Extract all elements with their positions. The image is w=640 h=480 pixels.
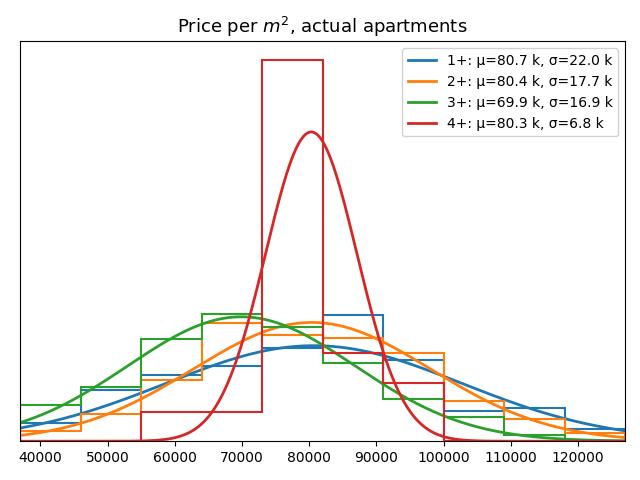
2+: μ=80.4 k, σ=17.7 k: (9.89e+04, 1.31e-05): μ=80.4 k, σ=17.7 k: (9.89e+04, 1.31e-05) xyxy=(432,370,440,375)
3+: μ=69.9 k, σ=16.9 k: (1.09e+05, 1.65e-06): μ=69.9 k, σ=16.9 k: (1.09e+05, 1.65e-06) xyxy=(499,430,507,435)
Line: 4+: μ=80.3 k, σ=6.8 k: 4+: μ=80.3 k, σ=6.8 k xyxy=(20,132,625,441)
2+: μ=80.4 k, σ=17.7 k: (3.7e+04, 1.12e-06): μ=80.4 k, σ=17.7 k: (3.7e+04, 1.12e-06) xyxy=(17,432,24,438)
4+: μ=80.3 k, σ=6.8 k: (1.07e+05, 2.25e-08): μ=80.3 k, σ=6.8 k: (1.07e+05, 2.25e-08) xyxy=(488,438,496,444)
3+: μ=69.9 k, σ=16.9 k: (1.07e+05, 2.05e-06): μ=69.9 k, σ=16.9 k: (1.07e+05, 2.05e-06) xyxy=(488,428,496,433)
4+: μ=80.3 k, σ=6.8 k: (3.7e+04, 9.2e-14): μ=80.3 k, σ=6.8 k: (3.7e+04, 9.2e-14) xyxy=(17,438,24,444)
1+: μ=80.7 k, σ=22.0 k: (3.7e+04, 2.52e-06): μ=80.7 k, σ=22.0 k: (3.7e+04, 2.52e-06) xyxy=(17,425,24,431)
4+: μ=80.3 k, σ=6.8 k: (1.27e+05, 3.36e-15): μ=80.3 k, σ=6.8 k: (1.27e+05, 3.36e-15) xyxy=(621,438,629,444)
Title: Price per $m^2$, actual apartments: Price per $m^2$, actual apartments xyxy=(177,15,468,39)
1+: μ=80.7 k, σ=22.0 k: (4.62e+04, 5.3e-06): μ=80.7 k, σ=22.0 k: (4.62e+04, 5.3e-06) xyxy=(78,410,86,416)
3+: μ=69.9 k, σ=16.9 k: (7.35e+04, 2.31e-05): μ=69.9 k, σ=16.9 k: (7.35e+04, 2.31e-05) xyxy=(262,317,269,323)
1+: μ=80.7 k, σ=22.0 k: (9.89e+04, 1.29e-05): μ=80.7 k, σ=22.0 k: (9.89e+04, 1.29e-05) xyxy=(432,371,440,376)
4+: μ=80.3 k, σ=6.8 k: (8.03e+04, 5.87e-05): μ=80.3 k, σ=6.8 k: (8.03e+04, 5.87e-05) xyxy=(308,129,316,135)
Line: 2+: μ=80.4 k, σ=17.7 k: 2+: μ=80.4 k, σ=17.7 k xyxy=(20,323,625,438)
2+: μ=80.4 k, σ=17.7 k: (8.04e+04, 2.25e-05): μ=80.4 k, σ=17.7 k: (8.04e+04, 2.25e-05) xyxy=(308,320,316,325)
Line: 3+: μ=69.9 k, σ=16.9 k: 3+: μ=69.9 k, σ=16.9 k xyxy=(20,317,625,441)
2+: μ=80.4 k, σ=17.7 k: (7.34e+04, 2.08e-05): μ=80.4 k, σ=17.7 k: (7.34e+04, 2.08e-05) xyxy=(261,328,269,334)
2+: μ=80.4 k, σ=17.7 k: (4.62e+04, 3.48e-06): μ=80.4 k, σ=17.7 k: (4.62e+04, 3.48e-06) xyxy=(78,420,86,426)
3+: μ=69.9 k, σ=16.9 k: (7.67e+04, 2.18e-05): μ=69.9 k, σ=16.9 k: (7.67e+04, 2.18e-05) xyxy=(284,324,291,329)
2+: μ=80.4 k, σ=17.7 k: (7.66e+04, 2.2e-05): μ=80.4 k, σ=17.7 k: (7.66e+04, 2.2e-05) xyxy=(283,322,291,328)
2+: μ=80.4 k, σ=17.7 k: (1.09e+05, 6.17e-06): μ=80.4 k, σ=17.7 k: (1.09e+05, 6.17e-06) xyxy=(499,406,507,412)
3+: μ=69.9 k, σ=16.9 k: (1.27e+05, 7.84e-08): μ=69.9 k, σ=16.9 k: (1.27e+05, 7.84e-08) xyxy=(621,438,629,444)
3+: μ=69.9 k, σ=16.9 k: (4.62e+04, 8.82e-06): μ=69.9 k, σ=16.9 k: (4.62e+04, 8.82e-06) xyxy=(78,392,86,397)
Line: 1+: μ=80.7 k, σ=22.0 k: 1+: μ=80.7 k, σ=22.0 k xyxy=(20,346,625,431)
1+: μ=80.7 k, σ=22.0 k: (1.09e+05, 7.98e-06): μ=80.7 k, σ=22.0 k: (1.09e+05, 7.98e-06) xyxy=(499,396,507,402)
3+: μ=69.9 k, σ=16.9 k: (9.89e+04, 5.42e-06): μ=69.9 k, σ=16.9 k: (9.89e+04, 5.42e-06) xyxy=(432,410,440,416)
3+: μ=69.9 k, σ=16.9 k: (3.7e+04, 3.55e-06): μ=69.9 k, σ=16.9 k: (3.7e+04, 3.55e-06) xyxy=(17,420,24,425)
3+: μ=69.9 k, σ=16.9 k: (6.99e+04, 2.36e-05): μ=69.9 k, σ=16.9 k: (6.99e+04, 2.36e-05) xyxy=(237,314,245,320)
4+: μ=80.3 k, σ=6.8 k: (4.62e+04, 2.02e-10): μ=80.3 k, σ=6.8 k: (4.62e+04, 2.02e-10) xyxy=(78,438,86,444)
2+: μ=80.4 k, σ=17.7 k: (1.07e+05, 7.12e-06): μ=80.4 k, σ=17.7 k: (1.07e+05, 7.12e-06) xyxy=(488,401,496,407)
4+: μ=80.3 k, σ=6.8 k: (7.34e+04, 3.5e-05): μ=80.3 k, σ=6.8 k: (7.34e+04, 3.5e-05) xyxy=(261,253,269,259)
Legend: 1+: μ=80.7 k, σ=22.0 k, 2+: μ=80.4 k, σ=17.7 k, 3+: μ=69.9 k, σ=16.9 k, 4+: μ=80: 1+: μ=80.7 k, σ=22.0 k, 2+: μ=80.4 k, σ=… xyxy=(402,48,618,136)
4+: μ=80.3 k, σ=6.8 k: (1.09e+05, 8.5e-09): μ=80.3 k, σ=6.8 k: (1.09e+05, 8.5e-09) xyxy=(499,438,507,444)
1+: μ=80.7 k, σ=22.0 k: (1.27e+05, 1.98e-06): μ=80.7 k, σ=22.0 k: (1.27e+05, 1.98e-06) xyxy=(621,428,629,434)
1+: μ=80.7 k, σ=22.0 k: (7.66e+04, 1.78e-05): μ=80.7 k, σ=22.0 k: (7.66e+04, 1.78e-05) xyxy=(283,344,291,350)
4+: μ=80.3 k, σ=6.8 k: (9.89e+04, 1.4e-06): μ=80.3 k, σ=6.8 k: (9.89e+04, 1.4e-06) xyxy=(432,431,440,437)
1+: μ=80.7 k, σ=22.0 k: (1.07e+05, 8.74e-06): μ=80.7 k, σ=22.0 k: (1.07e+05, 8.74e-06) xyxy=(488,392,496,398)
1+: μ=80.7 k, σ=22.0 k: (7.34e+04, 1.72e-05): μ=80.7 k, σ=22.0 k: (7.34e+04, 1.72e-05) xyxy=(261,348,269,354)
1+: μ=80.7 k, σ=22.0 k: (8.07e+04, 1.81e-05): μ=80.7 k, σ=22.0 k: (8.07e+04, 1.81e-05) xyxy=(310,343,317,348)
2+: μ=80.4 k, σ=17.7 k: (1.27e+05, 7.04e-07): μ=80.4 k, σ=17.7 k: (1.27e+05, 7.04e-07) xyxy=(621,435,629,441)
4+: μ=80.3 k, σ=6.8 k: (7.66e+04, 5.08e-05): μ=80.3 k, σ=6.8 k: (7.66e+04, 5.08e-05) xyxy=(283,171,291,177)
